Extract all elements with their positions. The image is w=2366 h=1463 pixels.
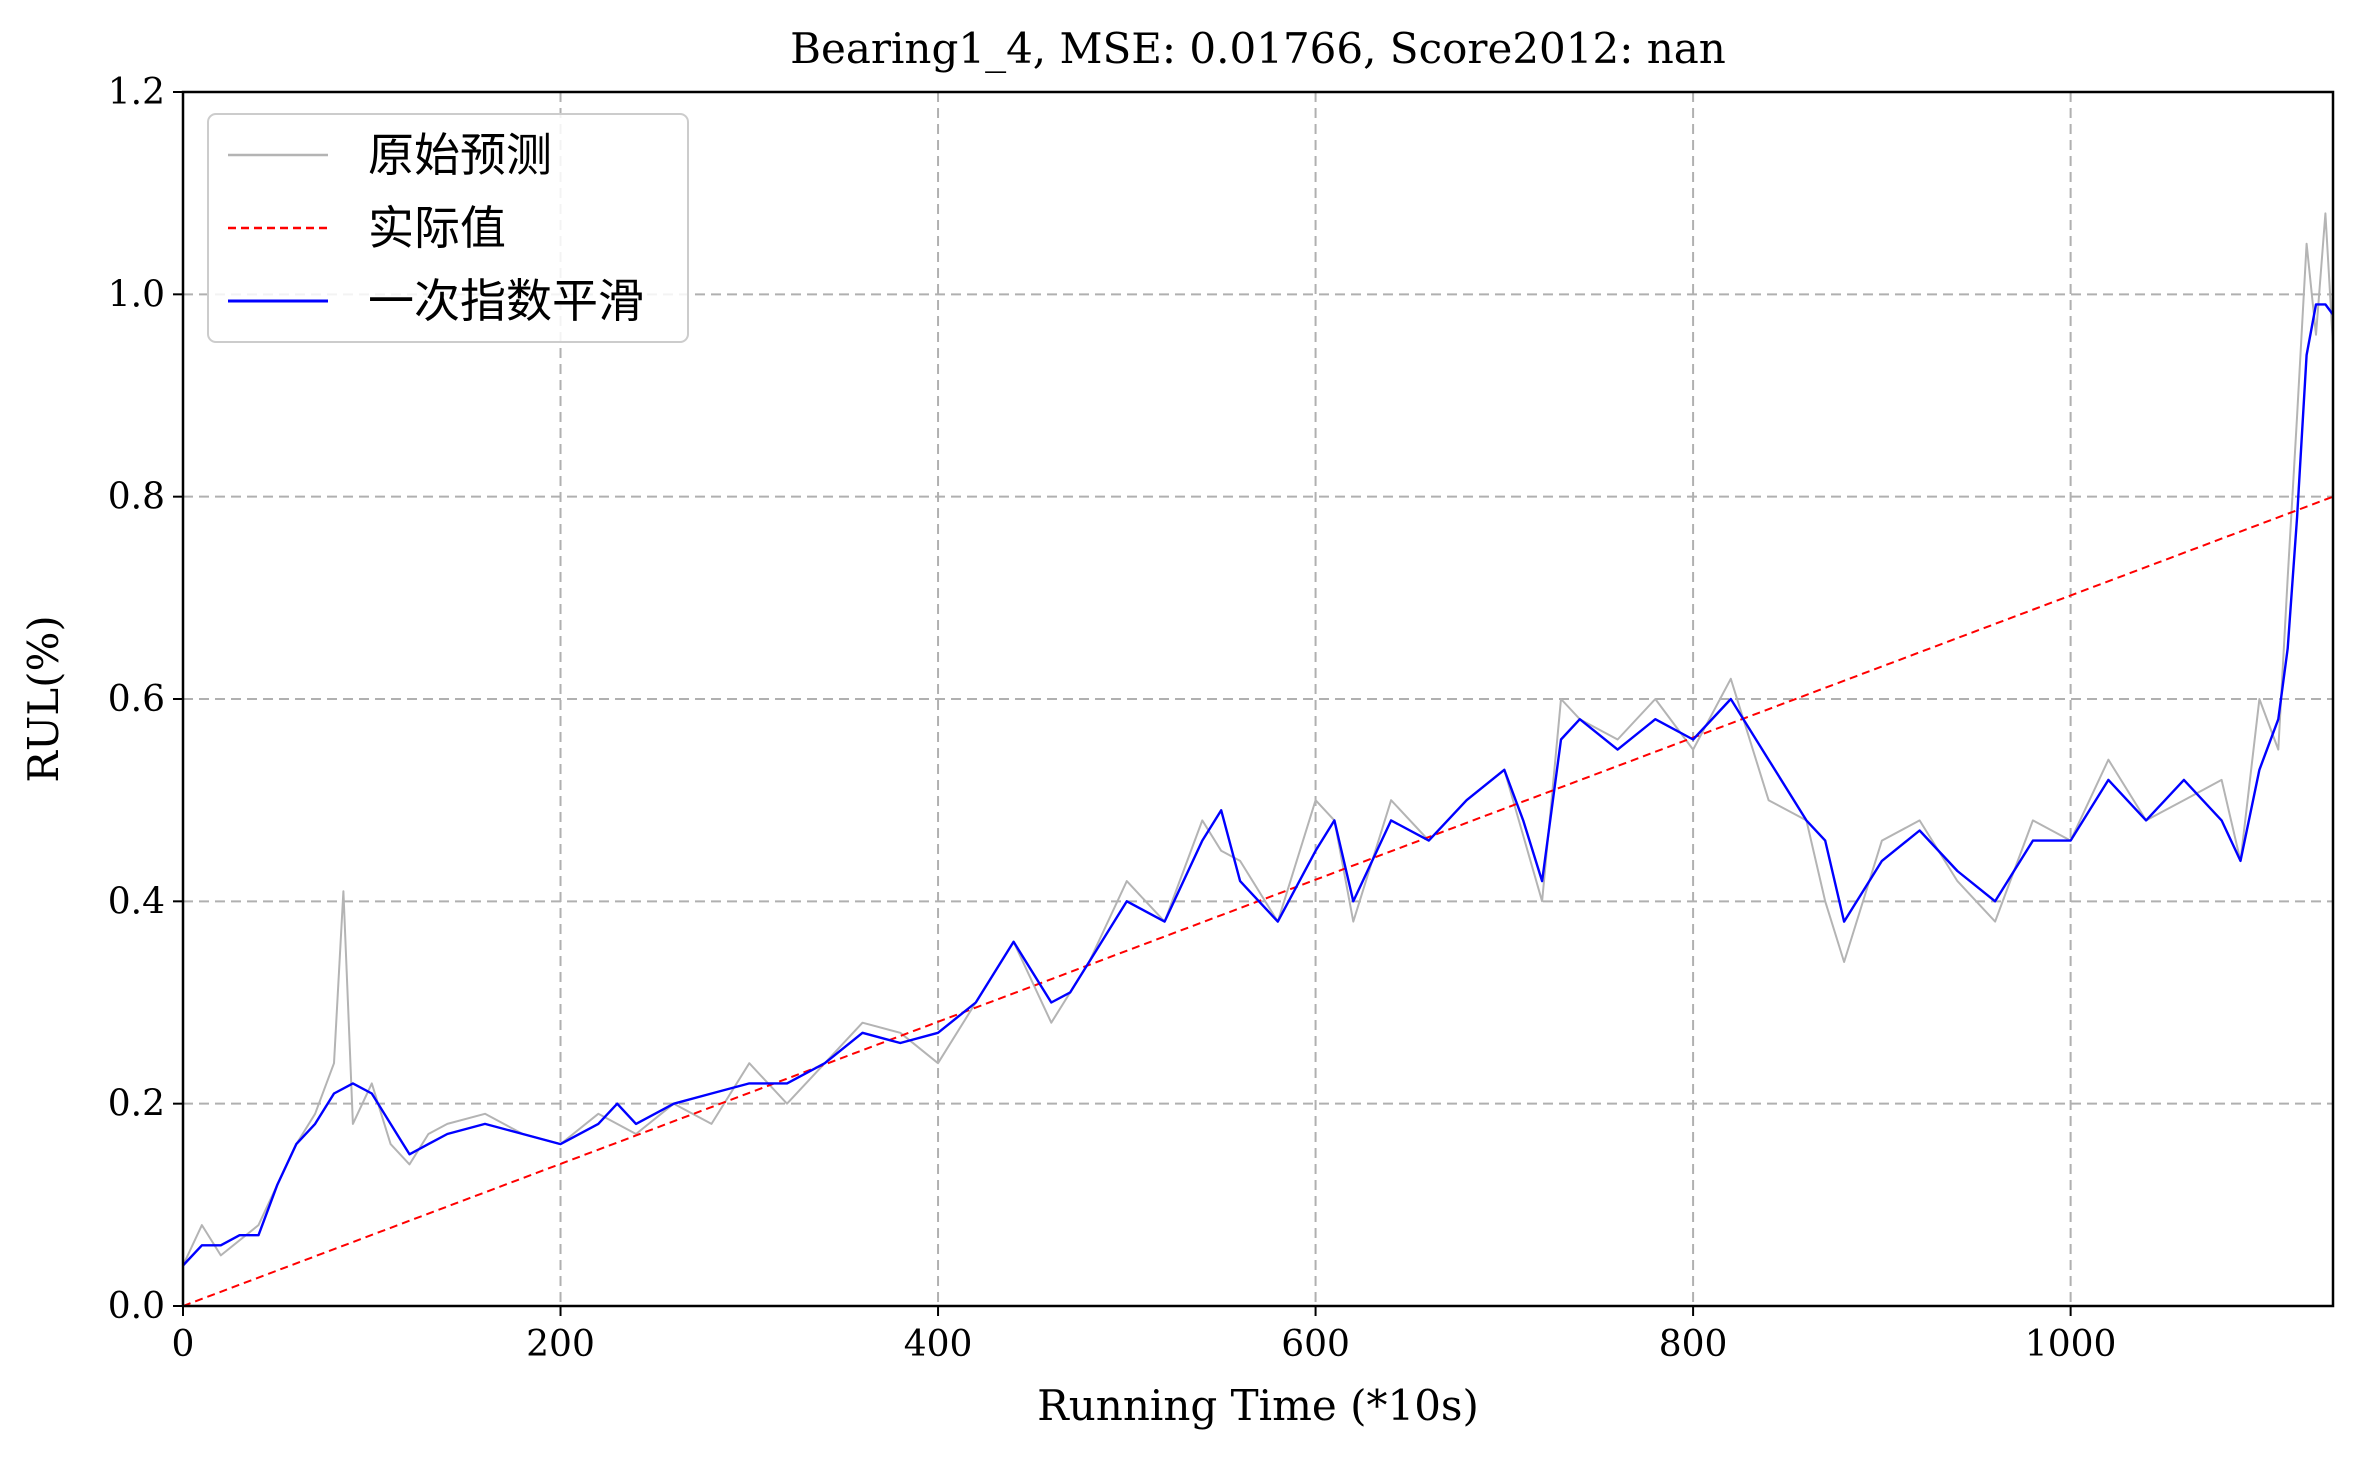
y-axis-title: RUL(%) <box>19 615 68 783</box>
y-tick-label: 0.0 <box>108 1286 165 1327</box>
y-tick-label: 0.4 <box>108 881 165 922</box>
legend-label-raw: 原始预测 <box>368 128 552 182</box>
legend: 原始预测 实际值 一次指数平滑 <box>207 113 689 343</box>
chart-title: Bearing1_4, MSE: 0.01766, Score2012: nan <box>790 24 1726 73</box>
ticks: 0 200 400 600 800 1000 0.0 0.2 0.4 0.6 0.8 1.0 1.2 <box>108 72 2117 1365</box>
y-tick-label: 0.8 <box>108 477 165 518</box>
legend-box <box>207 113 689 343</box>
series-smoothed <box>182 303 2334 1267</box>
x-tick-label: 400 <box>904 1324 973 1365</box>
legend-label-actual: 实际值 <box>368 201 506 255</box>
y-tick-label: 1.2 <box>108 72 165 113</box>
x-tick-label: 1000 <box>2025 1324 2117 1365</box>
x-tick-label: 200 <box>526 1324 595 1365</box>
y-tick-label: 0.2 <box>108 1084 165 1125</box>
y-tick-label: 0.6 <box>108 679 165 720</box>
legend-label-smoothed: 一次指数平滑 <box>368 274 644 328</box>
series-layer <box>182 212 2334 1307</box>
y-tick-label: 1.0 <box>108 274 165 315</box>
x-tick-label: 0 <box>172 1324 195 1365</box>
x-tick-label: 600 <box>1281 1324 1350 1365</box>
x-tick-label: 800 <box>1659 1324 1728 1365</box>
x-axis-title: Running Time (*10s) <box>1037 1381 1479 1430</box>
